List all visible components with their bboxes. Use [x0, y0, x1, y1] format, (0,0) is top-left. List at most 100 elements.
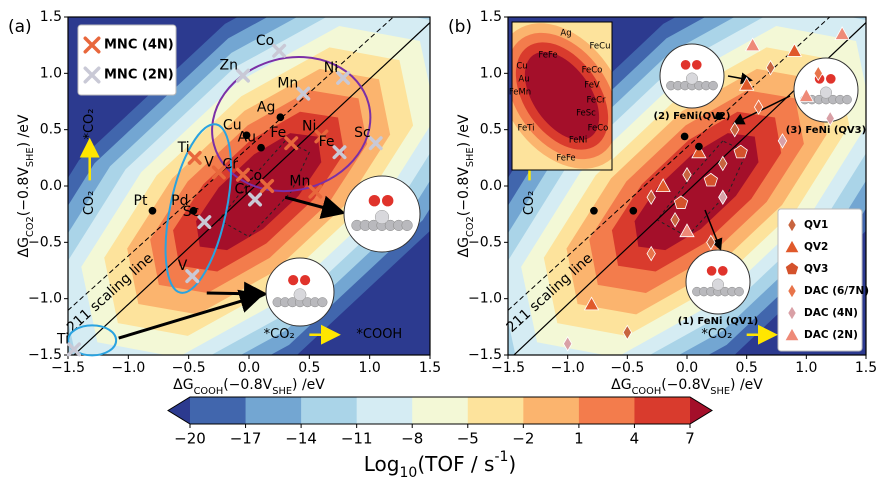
legend-label: DAC (6/7N): [804, 285, 869, 297]
panel-label: (b): [448, 17, 472, 37]
x-tick-label: −1.0: [551, 360, 585, 376]
point-label: Ti: [56, 331, 69, 347]
x-tick-label: 1.0: [359, 360, 381, 376]
colorbar-label-part: 10: [399, 465, 417, 480]
structure-image: [266, 258, 334, 326]
atom: [294, 289, 306, 301]
atom: [288, 275, 298, 285]
point-label: Mn: [289, 174, 310, 190]
y-tick-label: −1.5: [468, 347, 502, 363]
x-tick-label: 0.0: [238, 360, 260, 376]
legend-label: DAC (4N): [804, 307, 858, 319]
colorbar-tick-label: −5: [457, 430, 479, 448]
point-label: Fe: [270, 125, 286, 141]
legend-label: QV3: [804, 263, 828, 275]
reaction-y-start: CO₂: [522, 191, 537, 216]
inset-label: FeCu: [590, 42, 611, 52]
legend-box: [78, 25, 176, 95]
reaction-x-start: *CO₂: [264, 327, 295, 342]
colorbar-tick-label: 1: [574, 430, 584, 448]
y-tick-label: 0.5: [480, 122, 502, 138]
atom: [369, 195, 380, 206]
colorbar-segment: [357, 397, 413, 424]
atom: [709, 81, 718, 90]
atom: [692, 60, 702, 70]
point-label: Ti: [177, 140, 190, 156]
reaction-x-start: *CO₂: [701, 327, 732, 342]
x-axis-label-part: ΔG: [611, 377, 631, 393]
y-axis-label-part: CO2: [25, 216, 36, 237]
legend: MNC (4N)MNC (2N): [78, 25, 176, 95]
inset-label: Au: [518, 75, 529, 85]
inset-label: FeCo: [588, 124, 609, 134]
colorbar-segment: [301, 397, 357, 424]
x-tick-label: 1.0: [795, 360, 817, 376]
point-label: Sc: [354, 125, 371, 141]
inset-label: FeV: [584, 81, 600, 91]
point-label: V: [178, 258, 188, 274]
colorbar-segment: [190, 397, 246, 424]
colorbar-tick-label: −14: [285, 430, 317, 448]
point-label: Co: [256, 33, 274, 49]
point-label: Cr: [222, 157, 238, 173]
legend-label: DAC (2N): [804, 329, 858, 341]
legend: QV1QV2QV3DAC (6/7N)DAC (4N)DAC (2N): [778, 209, 869, 351]
x-axis-label-part: ) /eV: [292, 377, 325, 393]
x-axis-label-part: ) /eV: [730, 377, 763, 393]
atom: [402, 220, 413, 231]
atom: [382, 195, 393, 206]
y-tick-label: 1.5: [480, 9, 502, 25]
point-label: Mn: [277, 76, 298, 92]
reaction-x-end: *COOH: [356, 327, 402, 342]
colorbar-label-part: -1: [494, 449, 508, 465]
x-tick-label: 1.5: [855, 360, 876, 376]
atom: [707, 266, 717, 276]
point: [190, 207, 198, 215]
x-axis-label-part: (−0.8V: [661, 377, 710, 393]
x-axis-label-part: COOH: [194, 386, 224, 397]
y-tick-label: −1.0: [28, 291, 62, 307]
y-tick-label: 0.0: [40, 178, 62, 194]
inset-label: FeCo: [582, 66, 603, 76]
legend-label: QV1: [804, 219, 828, 231]
y-tick-label: 0.5: [40, 122, 62, 138]
inset-label: FeMn: [509, 88, 531, 98]
inset-label: FeCr: [586, 96, 606, 106]
atom: [318, 297, 328, 307]
callout: (1) FeNi (QV1): [678, 316, 758, 327]
point-label: Pd: [171, 193, 188, 209]
y-axis-label-part: SHE: [25, 147, 36, 167]
structure-image: [660, 44, 724, 108]
atom: [820, 87, 832, 99]
x-tick-label: −0.5: [172, 360, 206, 376]
point: [695, 143, 703, 151]
point: [257, 144, 265, 152]
y-tick-label: 1.0: [480, 65, 502, 81]
colorbar-extend: [690, 397, 712, 424]
x-axis-label-part: SHE: [710, 386, 730, 397]
colorbar-tick-label: −17: [230, 430, 262, 448]
inset-label: Ag: [560, 29, 571, 39]
y-axis-label: ΔGCO2(−0.8VSHE) /eV: [456, 114, 476, 257]
x-axis-label-part: SHE: [272, 386, 292, 397]
y-axis-label: ΔGCO2(−0.8VSHE) /eV: [16, 114, 36, 257]
point-label: Fe: [319, 134, 335, 150]
inset-label: FeFe: [556, 154, 575, 164]
panel-label: (a): [8, 17, 32, 37]
colorbar-label-part: ): [508, 452, 516, 476]
colorbar-tick-label: 4: [630, 430, 640, 448]
y-axis-label-part: ΔG: [456, 237, 472, 257]
atom: [843, 95, 852, 104]
inset-label: FeFe: [538, 51, 557, 61]
colorbar-segment: [523, 397, 579, 424]
point-label: Au: [238, 130, 256, 146]
colorbar-tick-label: −2: [512, 430, 534, 448]
colorbar-segment: [412, 397, 468, 424]
colorbar-segment: [246, 397, 302, 424]
atom: [712, 279, 724, 291]
atom: [735, 287, 744, 296]
x-tick-label: −0.5: [610, 360, 644, 376]
x-axis-label: ΔGCOOH(−0.8VSHE) /eV: [173, 377, 325, 397]
y-axis-label-part: (−0.8V: [456, 167, 472, 216]
y-tick-label: −1.0: [468, 291, 502, 307]
